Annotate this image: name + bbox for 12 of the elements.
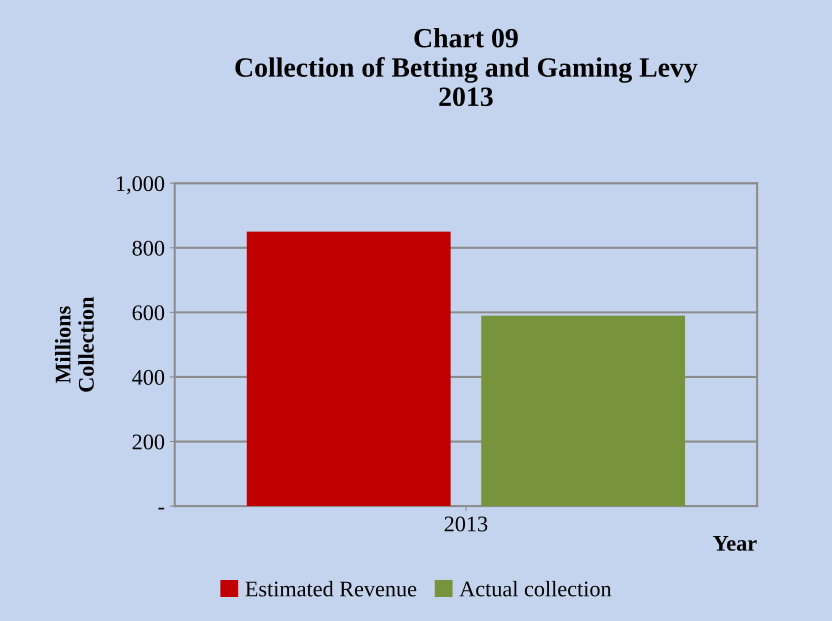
x-tick-label: 2013 [444,516,488,532]
y-tick-label: 600 [132,305,164,320]
legend-label: Actual collection [459,580,612,596]
text: Year [713,536,757,551]
y-tick-label: 200 [132,434,164,450]
y-axis-title: Millions Collection [54,296,94,392]
y-tick-label: 800 [132,240,164,256]
y-tick-label: 400 [132,370,164,385]
legend-label: Estimated Revenue [245,580,416,596]
y-tick-label: 1,000 [116,176,164,194]
chart-title: Chart 09 Collection of Betting and Gaming Levy 2013 [235,28,698,106]
y-tick-label: - [158,508,164,510]
